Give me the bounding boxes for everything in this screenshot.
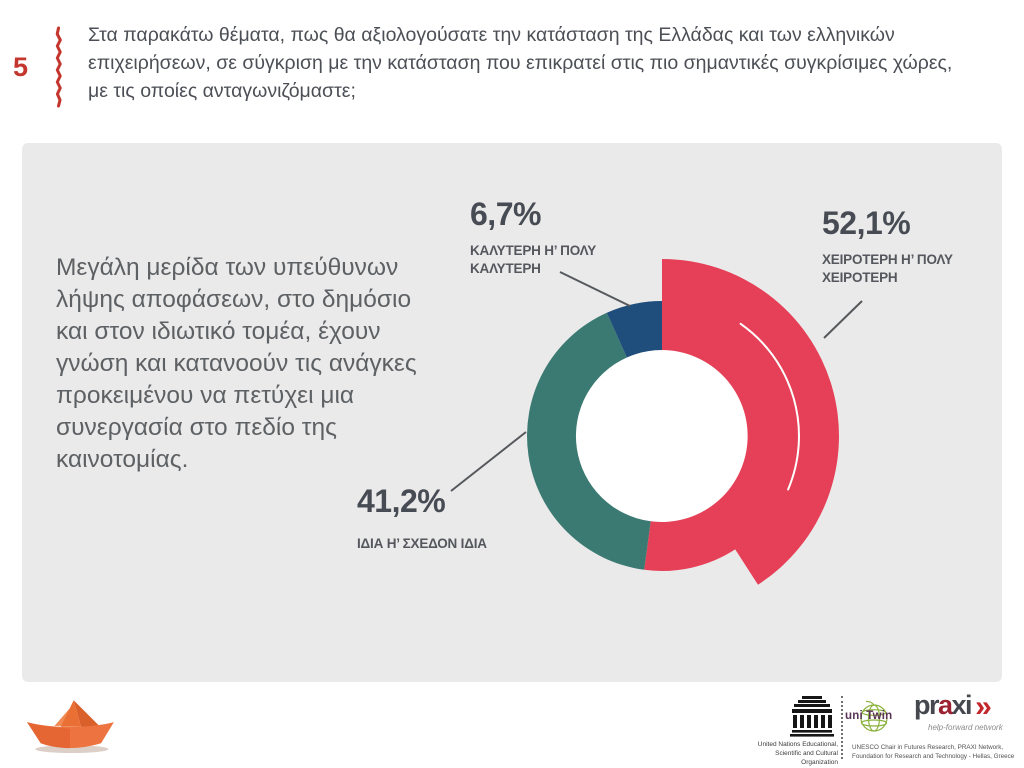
question-text: Στα παρακάτω θέματα, πως θα αξιολογούσατ… [88,24,953,102]
unesco-logo: United Nations Educational, Scientific a… [754,696,838,767]
callout-worse: 52,1% ΧΕΙΡΟΤΕΡΗ Η’ ΠΟΛΥ ΧΕΙΡΟΤΕΡΗ [822,205,998,286]
praxi-accent-letter: a [938,690,953,720]
praxi-chevrons-icon: » [975,690,992,723]
worse-value: 52,1% [822,205,911,241]
unitwin-logo: uni Twin [845,697,911,743]
praxi-tagline: help-forward network [928,723,1003,732]
praxi-name: praxi» [914,690,992,723]
worse-label: ΧΕΙΡΟΤΕΡΗ Η’ ΠΟΛΥ ΧΕΙΡΟΤΕΡΗ [822,252,953,285]
better-label: ΚΑΛΥΤΕΡΗ Η’ ΠΟΛΥ ΚΑΛΥΤΕΡΗ [470,243,597,276]
unitwin-label: uni Twin [845,710,893,722]
same-label: ΙΔΙΑ Η’ ΣΧΕΔΟΝ ΙΔΙΑ [357,536,487,551]
paper-boat-logo-icon [27,700,114,753]
same-value: 41,2% [357,483,446,519]
question-accent-line-icon [55,26,62,108]
summary-text: Μεγάλη μερίδα των υπεύθυνων λήψης αποφάσ… [56,254,417,473]
footer-divider [841,696,843,759]
unitwin-globe-icon [860,700,888,732]
callout-same: 41,2% ΙΔΙΑ Η’ ΣΧΕΔΟΝ ΙΔΙΑ [357,483,597,553]
footer-logos: United Nations Educational, Scientific a… [752,690,1024,768]
praxi-logo: praxi» help-forward network [914,690,1024,733]
better-value: 6,7% [470,196,541,232]
unesco-caption: United Nations Educational, Scientific a… [757,741,838,766]
callout-better: 6,7% ΚΑΛΥΤΕΡΗ Η’ ΠΟΛΥ ΚΑΛΥΤΕΡΗ [470,196,640,277]
question-number: 5 [13,52,29,82]
footer-credit-line: UNESCO Chair in Futures Research, PRAXI … [852,744,1015,760]
unesco-temple-icon [790,696,834,737]
